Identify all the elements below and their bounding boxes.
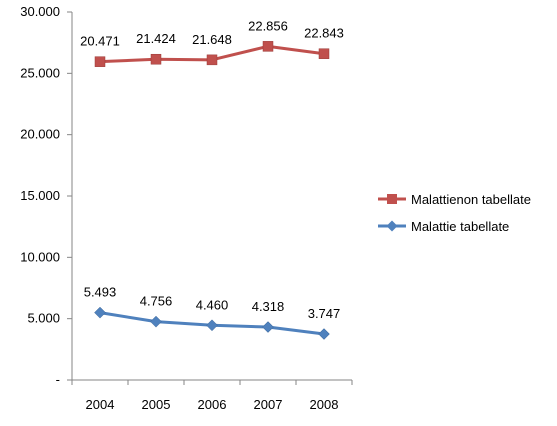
data-point-marker	[94, 306, 106, 319]
data-point-marker	[94, 56, 106, 67]
legend-marker	[386, 220, 398, 232]
y-tick-label: 15.000	[20, 188, 60, 203]
y-tick-label: 10.000	[20, 249, 60, 264]
data-point-marker	[262, 321, 274, 333]
data-label: 3.747	[308, 306, 341, 321]
y-tick-label: 30.000	[20, 4, 60, 19]
data-label: 20.471	[80, 34, 120, 49]
data-label: 22.843	[304, 26, 344, 41]
x-tick-label: 2007	[254, 397, 283, 412]
y-tick-label: 5.000	[27, 311, 60, 326]
data-label: 4.756	[140, 294, 173, 309]
data-point-marker	[206, 54, 218, 66]
data-point-marker	[262, 41, 274, 52]
legend-label: Malattie tabellate	[411, 219, 509, 234]
y-tick-labels: - 5.000 10.000 15.000 20.000 25.000 30.000	[20, 4, 60, 387]
data-point-marker	[150, 315, 162, 328]
axes	[67, 11, 353, 385]
x-tick-label: 2004	[86, 397, 115, 412]
data-label: 21.424	[136, 31, 176, 46]
data-point-marker	[318, 328, 330, 340]
data-point-marker	[318, 48, 330, 59]
x-tick-label: 2006	[198, 397, 227, 412]
data-label: 21.648	[192, 32, 232, 47]
y-tick-label: -	[56, 372, 60, 387]
data-point-marker	[150, 53, 162, 65]
legend-label: Malattienon tabellate	[411, 192, 531, 207]
data-label: 4.460	[196, 297, 229, 312]
data-label: 5.493	[84, 285, 117, 300]
data-label: 4.318	[252, 299, 285, 314]
legend-marker	[387, 194, 397, 204]
y-tick-label: 25.000	[20, 65, 60, 80]
data-point-marker	[206, 319, 218, 332]
y-tick-label: 20.000	[20, 127, 60, 142]
data-label: 22.856	[248, 18, 288, 33]
legend: Malattienon tabellate Malattie tabellate	[378, 192, 531, 234]
series-layer	[94, 41, 330, 340]
x-tick-labels: 2004 2005 2006 2007 2008	[86, 397, 339, 412]
data-labels: 20.471 21.424 21.648 22.856 22.843 5.493 4.756…	[80, 18, 344, 321]
x-tick-label: 2008	[310, 397, 339, 412]
x-tick-label: 2005	[142, 397, 171, 412]
